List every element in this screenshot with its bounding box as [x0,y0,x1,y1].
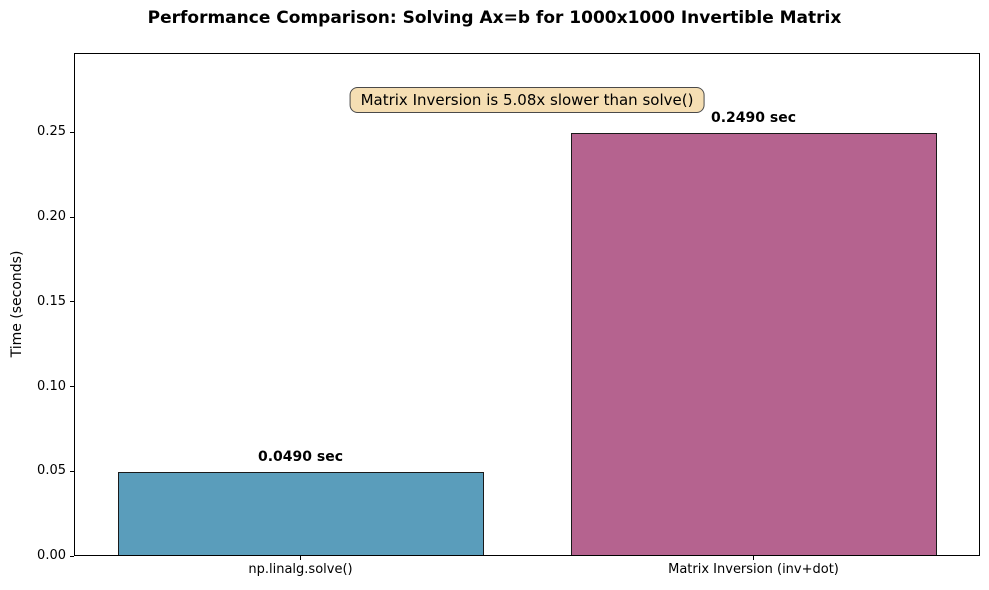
y-tick-label: 0.25 [37,124,66,140]
y-tick-label: 0.15 [37,293,66,309]
bar-1 [117,472,484,555]
y-tick-mark [70,470,74,472]
y-tick-mark [70,555,74,557]
y-tick-label: 0.20 [37,209,66,225]
y-tick-mark [70,216,74,218]
x-tick-label: np.linalg.solve() [248,562,353,577]
annotation-box: Matrix Inversion is 5.08x slower than so… [349,87,705,113]
x-tick-mark [300,556,301,560]
bar-value-label: 0.0490 sec [257,448,344,465]
y-tick-mark [70,301,74,303]
y-tick-label: 0.05 [37,463,66,479]
y-tick-label: 0.10 [37,378,66,394]
chart-title: Performance Comparison: Solving Ax=b for… [147,8,842,28]
bar-2 [570,133,937,555]
plot-area: Matrix Inversion is 5.08x slower than so… [74,53,980,556]
x-tick-mark [753,556,754,560]
x-tick-label: Matrix Inversion (inv+dot) [668,562,839,577]
bar-value-label: 0.2490 sec [710,110,797,127]
y-tick-label: 0.00 [37,548,66,563]
y-tick-mark [70,386,74,388]
y-tick-mark [70,131,74,133]
